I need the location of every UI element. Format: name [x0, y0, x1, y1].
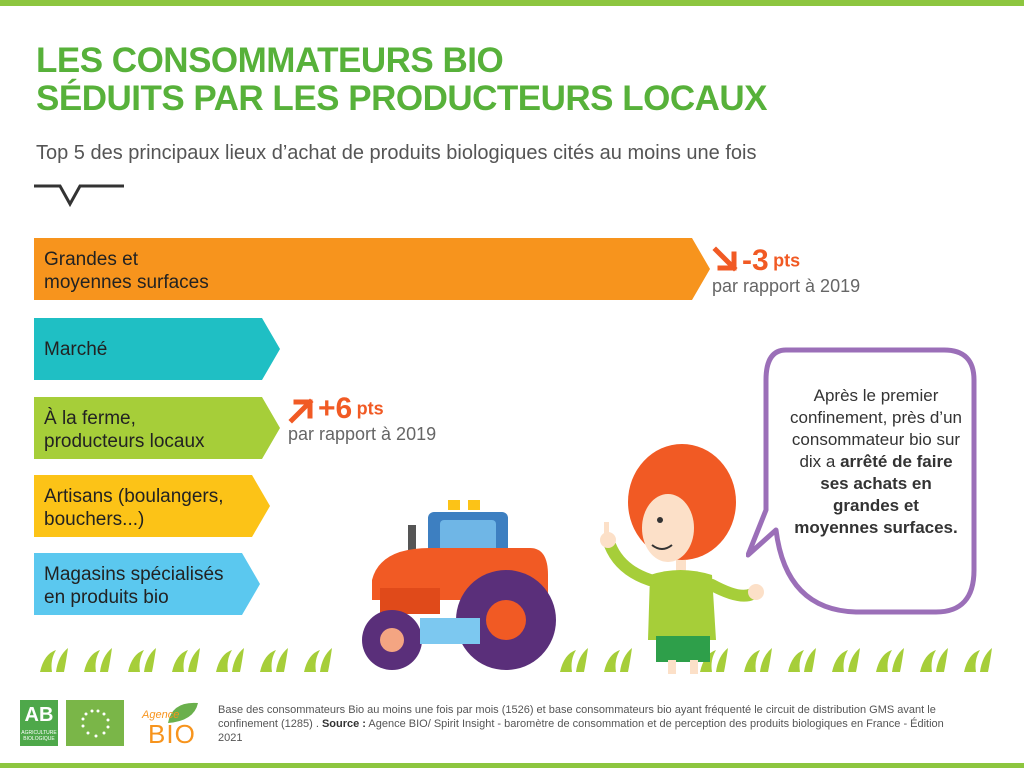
bar-label-line2: producteurs locaux	[44, 431, 205, 452]
ab-logo-text: AB	[24, 704, 54, 726]
bottom-green-bar	[0, 763, 1024, 768]
bar-label-line1: Magasins spécialisés	[44, 564, 224, 585]
bar-magasins-bio: Magasins spécialisés en produits bio	[34, 553, 260, 615]
bar-label-line1: À la ferme,	[44, 408, 136, 429]
change-reference: par rapport à 2019	[288, 424, 437, 444]
bar-label-line2: bouchers...)	[44, 509, 145, 530]
plants-icon	[40, 648, 992, 672]
bar-marche: Marché	[34, 318, 280, 380]
change-gms: -3 pts par rapport à 2019	[712, 244, 860, 297]
arrow-up-right-icon	[288, 398, 314, 424]
bar-grandes-surfaces: Grandes et moyennes surfaces	[34, 238, 710, 300]
eu-leaf-icon	[81, 709, 110, 738]
illustration	[40, 444, 992, 674]
woman-icon	[600, 444, 764, 674]
change-reference: par rapport à 2019	[712, 276, 861, 296]
page-title: LES CONSOMMATEURS BIO SÉDUITS PAR LES PR…	[36, 41, 768, 118]
ab-logo-subtext: AGRICULTURE BIOLOGIQUE	[21, 730, 57, 742]
bubble-text-regular: Après le premier confinement, près d’un …	[790, 386, 962, 471]
bar-ferme: À la ferme, producteurs locaux	[34, 397, 280, 459]
footer-source-label: Source :	[321, 718, 366, 730]
top-green-bar	[0, 0, 1024, 6]
title-line-1: LES CONSOMMATEURS BIO	[36, 41, 504, 80]
change-value: -3	[742, 244, 769, 277]
agence-bio-logo: Agence BIO	[138, 697, 208, 749]
ab-logo: AB AGRICULTURE BIOLOGIQUE	[20, 700, 58, 746]
change-unit: pts	[773, 250, 801, 271]
change-unit: pts	[356, 398, 384, 419]
speech-tick-icon	[34, 184, 124, 208]
footer-source: Base des consommateurs Bio au moins une …	[218, 703, 958, 745]
bubble-text-bold: arrêté de faire ses achats en grandes et…	[794, 452, 958, 537]
bar-label-line2: en produits bio	[44, 587, 169, 608]
bar-label-line1: Grandes et	[44, 249, 138, 270]
title-line-2: SÉDUITS PAR LES PRODUCTEURS LOCAUX	[36, 79, 768, 118]
bar-artisans: Artisans (boulangers, bouchers...)	[34, 475, 270, 537]
change-ferme: +6 pts par rapport à 2019	[288, 392, 436, 445]
leaf-icon	[168, 702, 198, 723]
footer-text-1: Base des consommateurs Bio au moins une …	[218, 704, 936, 730]
bar-label-line1: Marché	[44, 339, 108, 360]
subtitle: Top 5 des principaux lieux d’achat de pr…	[36, 142, 757, 164]
bio-text: BIO	[148, 719, 196, 749]
agence-text: Agence	[142, 709, 180, 721]
eu-organic-logo	[66, 700, 124, 746]
change-value: +6	[318, 392, 353, 425]
footer-text-2: Agence BIO/ Spirit Insight - baromètre d…	[218, 718, 944, 744]
bubble-text: Après le premier confinement, près d’un …	[790, 385, 962, 539]
speech-bubble	[746, 347, 977, 615]
bar-label-line1: Artisans (boulangers,	[44, 486, 224, 507]
arrow-down-right-icon	[712, 246, 738, 272]
tractor-icon	[362, 500, 556, 670]
bar-label-line2: moyennes surfaces	[44, 272, 209, 293]
